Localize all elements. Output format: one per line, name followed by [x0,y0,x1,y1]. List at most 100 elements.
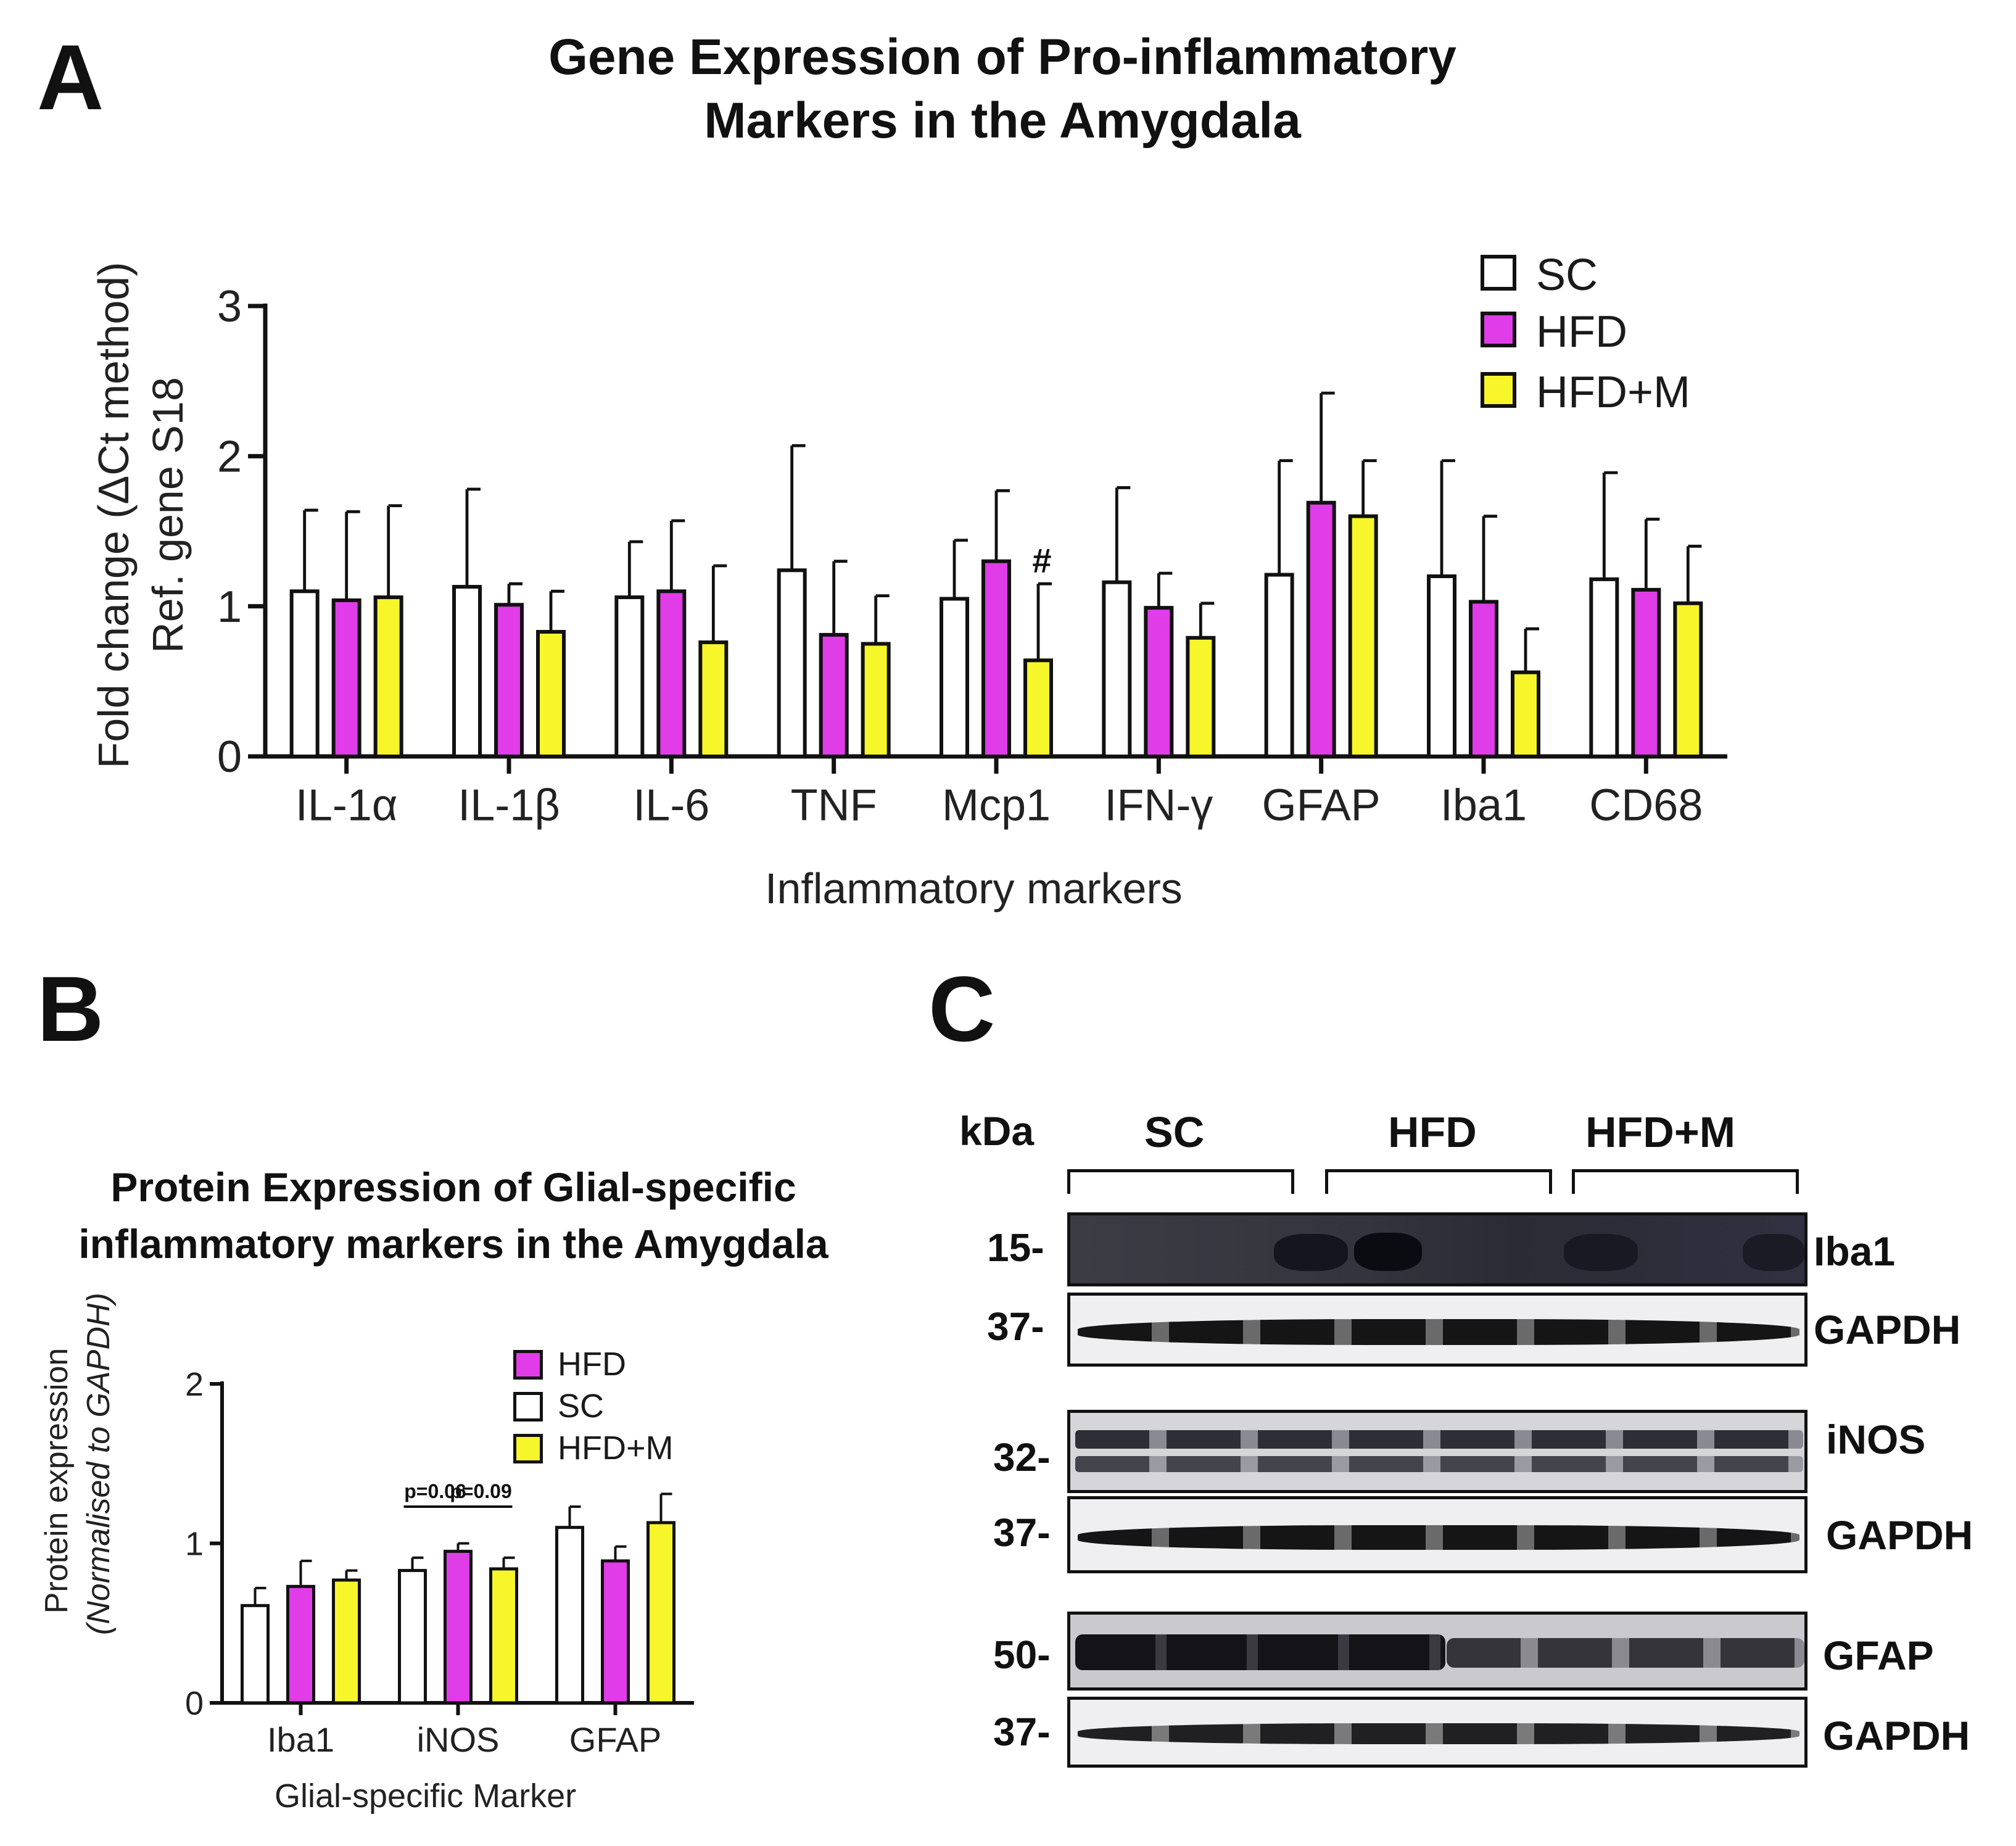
blot-kda-5: 50- [993,1633,1051,1677]
chart-a-bar [1589,577,1619,758]
chart-a-y-tick-label: 1 [217,582,242,632]
blot-gfap-band [1075,1634,1445,1670]
blot-gapdh-band [1078,1525,1799,1550]
group-bracket-hfdm [1572,1169,1799,1194]
legend-a-hfdm-label: HFD+M [1536,368,1690,417]
blot-iba1-band [1743,1234,1804,1271]
blot-inos-band [1075,1430,1803,1449]
chart-a-y-tick-label: 2 [217,433,242,482]
blot-gapdh-3 [1067,1697,1807,1768]
chart-b-pvalue-label: p=0.09 [450,1480,512,1502]
chart-a-x-tick-label: GFAP [1262,781,1381,830]
panel-a-letter: A [37,25,104,129]
chart-a-bar [614,595,645,758]
chart-a-bar [1144,606,1174,758]
chart-b-bar [398,1568,427,1705]
chart-a-bar [1348,514,1378,759]
chart-b-y-tick-label: 0 [185,1685,204,1722]
panel-a-title: Gene Expression of Pro-inflammatory Mark… [370,26,1635,152]
chart-a-bar [373,595,403,758]
chart-a-bar [331,598,361,759]
chart-a-bar [1511,670,1540,758]
legend-a-hfdm-swatch [1481,372,1516,408]
group-bracket-hfd [1325,1169,1552,1194]
chart-a-x-tick-label: IL-1β [458,781,560,830]
chart-a-bar [1469,600,1498,758]
chart-a-bar [494,603,524,758]
chart-a-bar [1186,635,1216,759]
chart-a-x-tick-label: IL-6 [633,781,709,830]
chart-a-x-tick-label: Mcp1 [942,781,1051,830]
panel-b-legend: HFD SC HFD+M [506,1345,709,1475]
chart-a-x-tick-label: CD68 [1589,781,1703,830]
legend-a-sc-swatch [1481,255,1516,291]
chart-a-x-tick-label: Iba1 [1440,781,1527,830]
blot-gapdh-band [1078,1723,1799,1744]
chart-a-bar [1673,601,1703,758]
panel-a-legend: SC HFD HFD+M [1481,250,1740,429]
chart-b-y-tick-label: 2 [185,1366,204,1403]
blot-iba1-band [1354,1233,1422,1271]
chart-b-x-tick-label: GFAP [569,1720,661,1759]
panel-a-chart: 0 1 2 3 IL-1α IL-1β IL-6 TNF Mcp1 IFN-γ GFAP Iba1 CD… [217,282,1727,830]
blot-protein-3: iNOS [1826,1417,1926,1462]
chart-a-bar [1102,580,1132,758]
blot-kda-4: 37- [993,1510,1051,1555]
chart-b-bar [647,1521,675,1705]
chart-a-y-tick-label: 3 [217,282,242,331]
legend-b-hfdm-swatch [513,1434,543,1463]
legend-b-hfd-swatch [513,1350,543,1380]
blot-iba1-band [1564,1234,1638,1271]
blot-gapdh-1 [1067,1293,1807,1367]
blot-gfap [1067,1612,1807,1691]
blot-iba1-band [1274,1234,1348,1271]
group-bracket-sc [1067,1169,1294,1194]
blot-protein-2: GAPDH [1814,1307,1961,1352]
panel-b-xlabel: Glial-specific Marker [275,1778,577,1815]
blot-inos [1067,1410,1807,1493]
chart-b-bar [332,1578,361,1705]
chart-a-bar [656,589,687,758]
legend-b-hfdm-label: HFD+M [558,1430,674,1467]
legend-a-sc-label: SC [1536,250,1598,300]
chart-a-bar [289,589,320,758]
chart-b-bar [489,1567,518,1705]
chart-a-bar [1631,587,1661,759]
chart-a-bar [981,559,1011,759]
blot-protein-1: Iba1 [1814,1228,1896,1274]
panel-a-title-line1: Gene Expression of Pro-inflammatory [548,29,1456,85]
group-label-sc: SC [1144,1108,1205,1156]
blot-protein-5: GFAP [1823,1633,1934,1678]
blot-gfap-band [1447,1638,1804,1668]
chart-a-bar [861,642,891,758]
chart-a-bar [1264,573,1294,758]
legend-b-hfd-label: HFD [558,1346,626,1383]
blot-gapdh-band [1078,1319,1799,1345]
panel-a-title-line2: Markers in the Amygdala [704,92,1301,149]
chart-a-bar [940,597,969,758]
chart-a-y-tick-label: 0 [217,732,242,782]
panel-b-title-line1: Protein Expression of Glial-specific [110,1164,796,1210]
chart-a-bar [1023,658,1053,759]
chart-a-x-tick-label: TNF [791,781,877,830]
chart-a-bar [536,630,566,758]
group-label-hfdm: HFD+M [1585,1108,1736,1156]
chart-a-x-tick-label: IFN-γ [1104,781,1213,830]
legend-a-hfd-label: HFD [1536,307,1627,357]
chart-b-pvalue-label: p=0.06 [404,1480,466,1502]
blot-kda-6: 37- [993,1710,1051,1754]
chart-b-bar [555,1526,584,1705]
panel-b-chart: 0 1 2 Iba1 iNOS GFAP p=0.06p=0.09 [185,1366,694,1759]
chart-a-x-tick-label: IL-1α [295,781,398,830]
blot-protein-6: GAPDH [1823,1713,1970,1758]
chart-b-x-tick-label: Iba1 [267,1720,334,1759]
kda-label: kDa [959,1108,1035,1154]
chart-a-annotation: # [1032,541,1051,580]
blot-kda-3: 32- [993,1435,1051,1480]
blot-protein-4: GAPDH [1826,1512,1973,1558]
group-label-hfd: HFD [1388,1108,1477,1156]
blot-inos-band [1075,1456,1803,1472]
panel-a-xlabel: Inflammatory markers [765,864,1183,913]
chart-a-bar [1306,500,1336,758]
chart-a-bar [698,640,729,758]
